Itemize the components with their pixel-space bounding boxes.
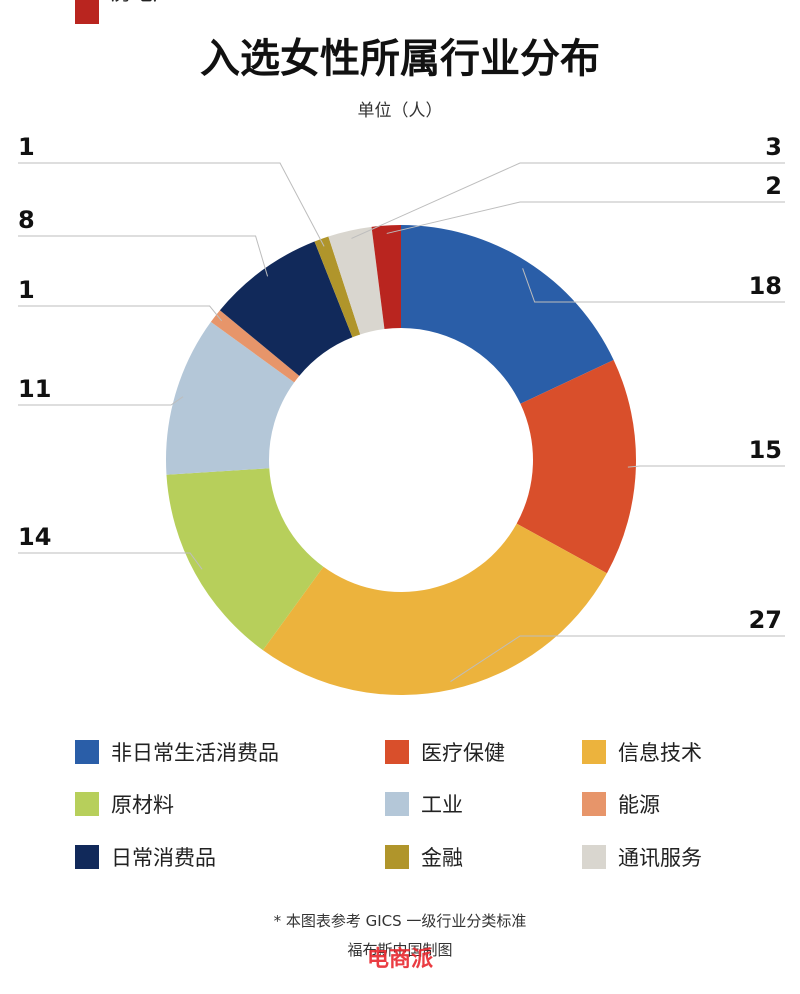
legend-swatch-4: [385, 792, 409, 816]
slice-8: [328, 226, 385, 335]
legend-swatch-7: [385, 845, 409, 869]
leader-line-5: [18, 305, 223, 322]
legend-label-6: 日常消费品: [111, 846, 216, 870]
legend-label-0: 非日常生活消费品: [111, 741, 279, 765]
legend-swatch-2: [582, 740, 606, 764]
slice-6: [219, 241, 353, 376]
donut-slices: [165, 225, 636, 695]
value-label-3: 14: [18, 523, 51, 551]
leader-line-0: [522, 268, 785, 303]
footnote: * 本图表参考 GICS 一级行业分类标准: [274, 912, 527, 930]
legend-label-9: 房地产: [111, 0, 174, 5]
legend-swatch-9: [75, 0, 99, 24]
legend-label-4: 工业: [421, 793, 463, 817]
legend-swatch-5: [582, 792, 606, 816]
slice-5: [210, 310, 300, 383]
legend-swatch-1: [385, 740, 409, 764]
value-label-6: 8: [18, 206, 35, 234]
credit: 福布斯中国制图: [347, 941, 452, 959]
slice-2: [262, 523, 607, 695]
slice-4: [165, 321, 295, 475]
leader-lines: [18, 162, 785, 682]
value-label-1: 15: [749, 436, 782, 464]
leader-line-4: [18, 396, 184, 406]
slice-1: [516, 359, 636, 574]
leader-line-3: [18, 552, 203, 570]
value-label-7: 1: [18, 133, 35, 161]
legend-label-2: 信息技术: [618, 741, 702, 765]
legend-swatch-3: [75, 792, 99, 816]
legend-swatch-8: [582, 845, 606, 869]
legend-swatch-0: [75, 740, 99, 764]
slice-9: [371, 225, 401, 330]
value-label-9: 2: [765, 172, 782, 200]
watermark-logo: 电商派: [367, 946, 433, 972]
value-label-5: 1: [18, 276, 35, 304]
legend-label-7: 金融: [421, 846, 463, 870]
leader-line-6: [18, 235, 269, 277]
legend-label-1: 医疗保健: [421, 741, 505, 765]
slice-3: [166, 468, 324, 651]
leader-line-8: [351, 162, 785, 239]
leader-line-9: [386, 201, 785, 234]
value-label-0: 18: [749, 272, 782, 300]
leader-line-7: [18, 162, 325, 247]
leader-line-2: [450, 635, 785, 682]
slice-7: [314, 236, 361, 338]
chart-subtitle: 单位（人）: [358, 101, 443, 121]
legend-label-8: 通讯服务: [618, 846, 702, 870]
value-label-4: 11: [18, 375, 51, 403]
value-label-8: 3: [765, 133, 782, 161]
leader-line-1: [627, 465, 785, 468]
legend-swatch-6: [75, 845, 99, 869]
slice-0: [401, 225, 614, 404]
legend-label-3: 原材料: [111, 793, 174, 817]
legend-label-5: 能源: [618, 793, 660, 817]
value-label-2: 27: [749, 606, 782, 634]
chart-title: 入选女性所属行业分布: [200, 36, 600, 82]
